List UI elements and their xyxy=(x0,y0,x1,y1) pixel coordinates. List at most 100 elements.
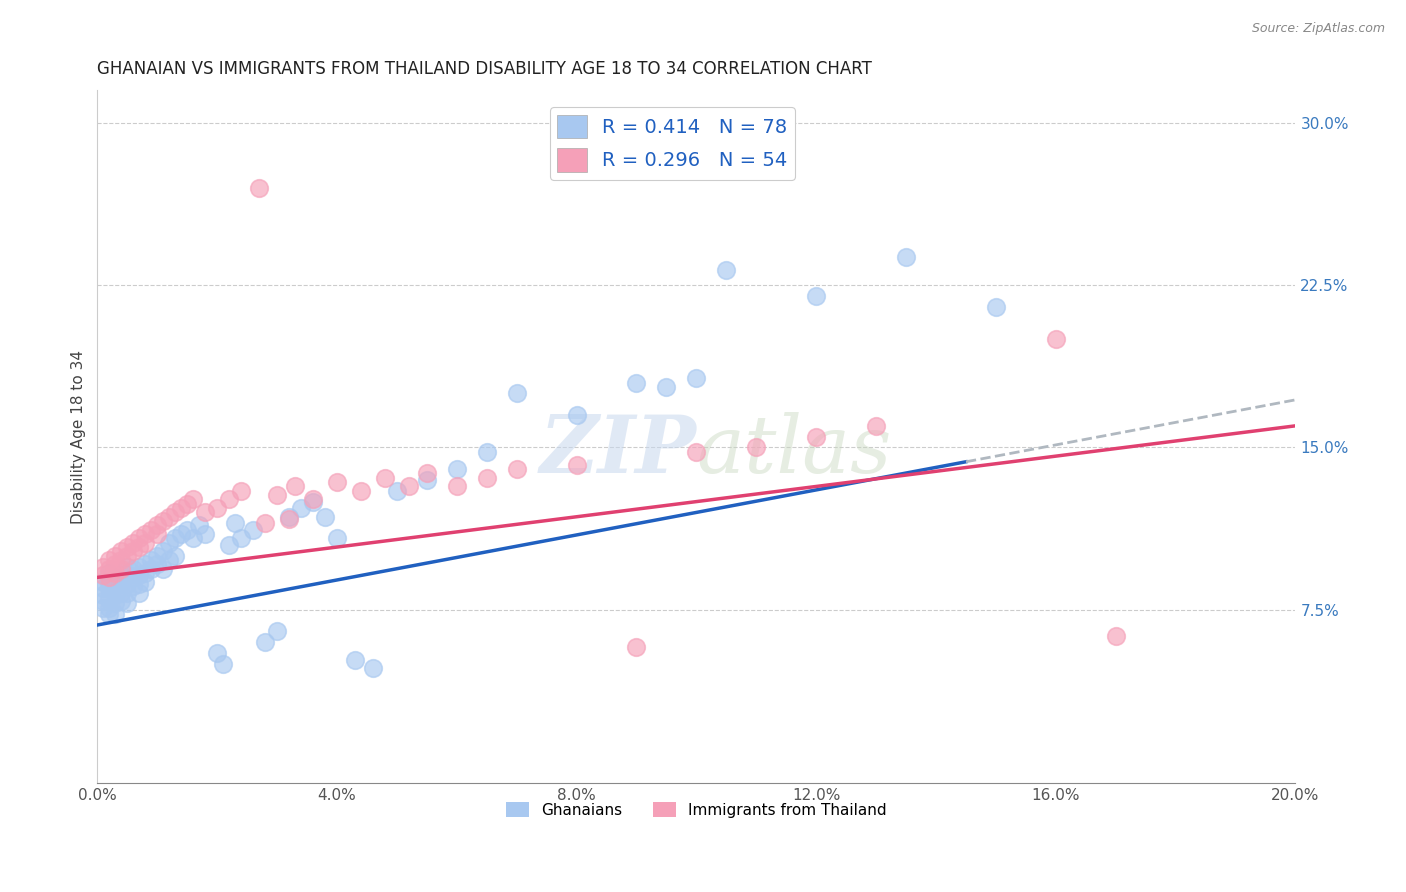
Point xyxy=(170,527,193,541)
Point xyxy=(385,483,408,498)
Point xyxy=(117,549,139,563)
Point xyxy=(343,653,366,667)
Point xyxy=(326,532,349,546)
Point xyxy=(104,570,127,584)
Point xyxy=(218,492,240,507)
Point xyxy=(165,549,187,563)
Point xyxy=(229,483,252,498)
Point xyxy=(93,581,115,595)
Point xyxy=(122,579,145,593)
Point xyxy=(104,596,127,610)
Point xyxy=(157,535,180,549)
Point xyxy=(104,579,127,593)
Point xyxy=(565,458,588,472)
Point xyxy=(194,527,217,541)
Point xyxy=(984,300,1007,314)
Point xyxy=(1105,629,1128,643)
Point xyxy=(117,596,139,610)
Point xyxy=(302,492,325,507)
Point xyxy=(98,562,121,576)
Point xyxy=(110,568,132,582)
Point xyxy=(146,518,169,533)
Point xyxy=(98,607,121,622)
Text: GHANAIAN VS IMMIGRANTS FROM THAILAND DISABILITY AGE 18 TO 34 CORRELATION CHART: GHANAIAN VS IMMIGRANTS FROM THAILAND DIS… xyxy=(97,60,872,78)
Point xyxy=(98,566,121,580)
Point xyxy=(110,594,132,608)
Point xyxy=(134,566,156,580)
Point xyxy=(117,577,139,591)
Point xyxy=(152,562,174,576)
Point xyxy=(446,479,468,493)
Point xyxy=(212,657,235,671)
Point xyxy=(152,544,174,558)
Point xyxy=(141,562,163,576)
Text: atlas: atlas xyxy=(696,412,891,489)
Point xyxy=(565,408,588,422)
Point xyxy=(122,562,145,576)
Point xyxy=(806,430,828,444)
Point xyxy=(134,527,156,541)
Point xyxy=(98,600,121,615)
Text: Source: ZipAtlas.com: Source: ZipAtlas.com xyxy=(1251,22,1385,36)
Point xyxy=(266,624,288,639)
Point xyxy=(655,380,678,394)
Point xyxy=(361,661,384,675)
Point xyxy=(181,492,204,507)
Point xyxy=(181,532,204,546)
Point xyxy=(128,559,150,574)
Text: ZIP: ZIP xyxy=(540,412,696,489)
Point xyxy=(745,441,768,455)
Point xyxy=(278,509,301,524)
Point xyxy=(1045,332,1067,346)
Legend: Ghanaians, Immigrants from Thailand: Ghanaians, Immigrants from Thailand xyxy=(501,796,893,824)
Point xyxy=(157,509,180,524)
Point xyxy=(398,479,420,493)
Point xyxy=(134,558,156,572)
Point xyxy=(93,559,115,574)
Point xyxy=(685,371,707,385)
Point xyxy=(170,501,193,516)
Point xyxy=(128,540,150,554)
Point xyxy=(98,570,121,584)
Point xyxy=(176,523,198,537)
Point xyxy=(110,577,132,591)
Point xyxy=(416,473,439,487)
Point xyxy=(326,475,349,489)
Point xyxy=(176,497,198,511)
Point xyxy=(104,607,127,622)
Point xyxy=(104,558,127,572)
Point xyxy=(165,532,187,546)
Point xyxy=(117,559,139,574)
Point xyxy=(205,646,228,660)
Point xyxy=(374,471,396,485)
Point xyxy=(93,594,115,608)
Point xyxy=(157,553,180,567)
Point xyxy=(254,516,277,531)
Point xyxy=(865,418,887,433)
Point xyxy=(505,462,527,476)
Point xyxy=(205,501,228,516)
Point xyxy=(122,544,145,558)
Point xyxy=(194,505,217,519)
Point xyxy=(894,250,917,264)
Y-axis label: Disability Age 18 to 34: Disability Age 18 to 34 xyxy=(72,350,86,524)
Point xyxy=(117,540,139,554)
Point xyxy=(314,509,336,524)
Point xyxy=(254,635,277,649)
Point xyxy=(224,516,246,531)
Point xyxy=(416,467,439,481)
Point xyxy=(475,445,498,459)
Point xyxy=(93,574,115,589)
Point xyxy=(128,568,150,582)
Point xyxy=(141,523,163,537)
Point xyxy=(122,535,145,549)
Point xyxy=(446,462,468,476)
Point xyxy=(134,574,156,589)
Point xyxy=(141,553,163,567)
Point xyxy=(93,588,115,602)
Point xyxy=(350,483,373,498)
Point xyxy=(716,263,738,277)
Point xyxy=(626,640,648,654)
Point xyxy=(475,471,498,485)
Point xyxy=(146,558,169,572)
